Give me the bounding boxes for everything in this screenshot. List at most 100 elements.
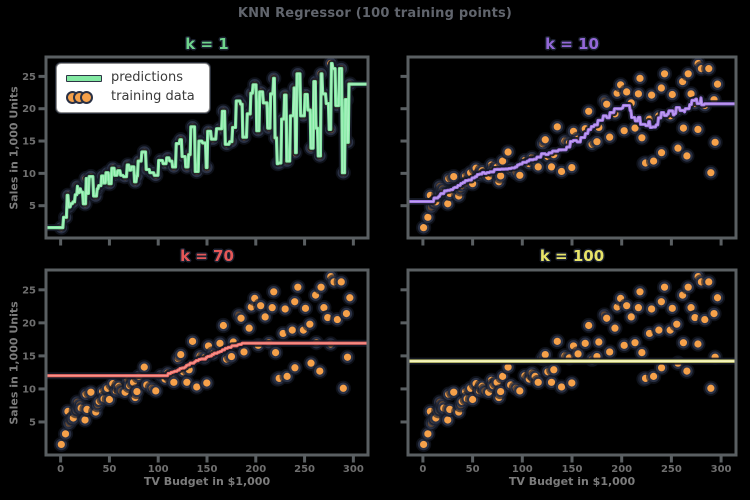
training-point (636, 132, 648, 144)
training-point (286, 324, 299, 336)
training-point (582, 319, 595, 332)
x-tick-label: 150 (197, 464, 218, 475)
training-point (705, 382, 717, 395)
legend-item-training-data: training data (66, 89, 195, 105)
training-point (677, 122, 690, 134)
training-point (702, 62, 715, 75)
training-point-halo (173, 346, 189, 363)
training-point-halo (342, 290, 358, 306)
x-tick-label: 250 (294, 464, 315, 475)
x-tick-label: 100 (148, 464, 169, 475)
legend-label-training-data: training data (111, 89, 195, 105)
training-point-halo (512, 383, 528, 399)
training-point-halo (564, 375, 580, 391)
training-point (634, 72, 646, 85)
training-point-halo (701, 274, 717, 290)
training-point-halo (602, 129, 618, 145)
training-point (702, 276, 715, 288)
training-point (532, 161, 545, 173)
training-point (447, 170, 460, 183)
training-point (494, 385, 507, 398)
training-point-halo (679, 148, 695, 164)
training-point-halo (709, 290, 726, 306)
training-point-halo (339, 349, 356, 365)
subplot-title-k1: k = 1 (185, 35, 229, 53)
training-point-halo (338, 306, 355, 322)
training-point (658, 68, 671, 80)
x-tick-label: 250 (661, 464, 682, 475)
training-point (645, 89, 658, 101)
training-point-halo (266, 284, 282, 300)
training-point (335, 276, 348, 288)
legend-item-predictions: predictions (66, 70, 195, 85)
training-point (632, 88, 645, 100)
training-point (591, 135, 603, 148)
training-point (681, 150, 693, 162)
legend-label-predictions: predictions (111, 70, 183, 85)
training-point (225, 350, 238, 363)
training-point (186, 335, 199, 348)
training-point (149, 385, 162, 397)
training-point-halo (312, 363, 328, 379)
prediction-line-core (46, 342, 368, 377)
training-point-halo (500, 144, 516, 160)
training-point-halo (675, 335, 692, 351)
y-tick-label: 25 (22, 72, 36, 83)
x-tick-label: 0 (419, 464, 426, 475)
training-point (514, 385, 526, 397)
training-point-halo (148, 383, 164, 399)
training-point-halo (549, 333, 565, 349)
training-point (539, 133, 552, 146)
x-axis-label-left: TV Budget in $1,000 (143, 475, 271, 488)
training-point (299, 302, 312, 315)
training-point (677, 336, 690, 349)
training-point-halo (549, 119, 565, 135)
training-point (217, 319, 230, 332)
training-point-halo (680, 279, 696, 295)
x-tick-label: 200 (245, 464, 266, 475)
y-tick-label: 15 (22, 351, 36, 362)
training-point-halo (646, 368, 662, 384)
subplot-k100: 0 50 100 150 200 250 300 (400, 268, 739, 475)
training-point (131, 385, 143, 398)
training-point-halo (670, 140, 686, 156)
training-point (670, 318, 683, 330)
legend-box: predictions training data (56, 63, 210, 113)
training-point (548, 363, 560, 376)
prediction-line-core (408, 97, 736, 203)
axes-frame (406, 268, 738, 457)
training-point (603, 131, 616, 143)
y-tick-label: 5 (29, 201, 36, 212)
training-point (645, 303, 658, 315)
training-point (304, 318, 316, 330)
training-point-halo (241, 320, 257, 336)
training-point (267, 286, 280, 298)
training-point-halo (653, 80, 669, 96)
training-point-halo (581, 317, 597, 334)
training-point (341, 351, 354, 364)
training-point-halo (591, 334, 607, 350)
training-point (655, 146, 668, 159)
training-point-halo (333, 274, 349, 290)
x-tick-label: 300 (711, 464, 732, 475)
training-point-icon (80, 90, 93, 104)
training-point (243, 322, 255, 334)
y-tick-label: 25 (22, 285, 36, 296)
training-point-halo (703, 165, 719, 181)
training-point-halo (664, 86, 680, 103)
y-tick-label: 10 (22, 169, 36, 180)
training-point (168, 376, 180, 389)
training-point (85, 386, 97, 399)
training-point (254, 299, 267, 312)
training-point-halo (199, 375, 215, 391)
training-point (692, 123, 704, 136)
training-point-halo (279, 368, 295, 384)
training-point (647, 370, 660, 383)
y-tick-label: 20 (22, 318, 36, 329)
training-point (620, 86, 633, 98)
training-point (466, 393, 479, 406)
training-point-halo (215, 317, 231, 334)
training-point (708, 307, 720, 320)
training-point-halo (701, 61, 717, 77)
training-point-halo (184, 333, 201, 349)
